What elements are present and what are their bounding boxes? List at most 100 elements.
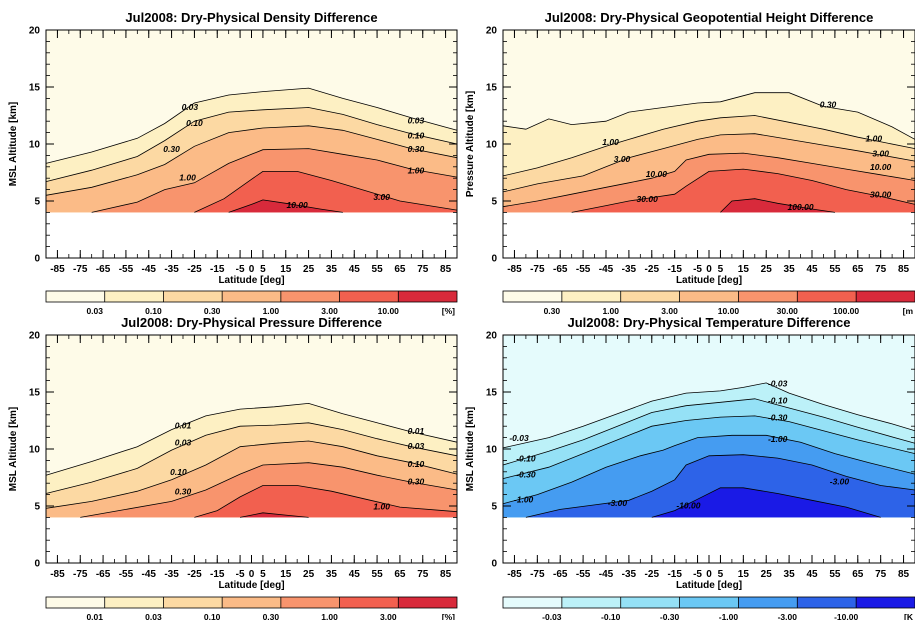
y-tick-label: 15 xyxy=(486,388,498,399)
colorbar-swatch xyxy=(222,291,281,302)
contour-label: -0.03 xyxy=(509,433,529,443)
contour-line-6 xyxy=(228,199,343,213)
colorbar-label: -1.00 xyxy=(719,612,739,620)
x-tick-label: 5 xyxy=(718,264,724,275)
x-tick-label: -35 xyxy=(622,569,637,580)
y-axis-label: MSL Altitude [km] xyxy=(8,407,19,491)
colorbar-label: 1.00 xyxy=(321,612,338,620)
contour-label: 1.00 xyxy=(373,501,390,511)
colorbar-swatch xyxy=(679,597,739,608)
x-tick-label: -15 xyxy=(210,264,225,275)
contour-band-6 xyxy=(228,199,343,213)
contour-line-5 xyxy=(525,454,915,518)
colorbar-swatch xyxy=(503,291,562,302)
contour-line-6 xyxy=(651,487,881,518)
y-tick-label: 15 xyxy=(486,83,498,94)
colorbar-label: 3.00 xyxy=(661,306,678,316)
x-tick-label: 15 xyxy=(738,569,750,580)
contour-label: -10.00 xyxy=(676,500,700,510)
contour-line-6 xyxy=(720,198,835,213)
chart-title: Jul2008: Dry-Physical Geopotential Heigh… xyxy=(545,10,874,25)
contour-line-2 xyxy=(45,422,458,494)
colorbar-label: -3.00 xyxy=(778,612,798,620)
colorbar-swatch xyxy=(280,597,340,608)
colorbar-swatch xyxy=(503,597,562,608)
colorbar-label: -0.30 xyxy=(660,612,680,620)
x-tick-label: -55 xyxy=(576,264,591,275)
x-tick-label: -65 xyxy=(96,264,111,275)
colorbar-swatch xyxy=(398,291,457,302)
colorbar-label: 30.00 xyxy=(777,306,799,316)
colorbar-swatch xyxy=(46,597,105,608)
colorbar-label: 10.00 xyxy=(718,306,740,316)
x-tick-label: 45 xyxy=(806,569,818,580)
x-tick-label: 35 xyxy=(326,264,338,275)
contour-label: 0.10 xyxy=(408,130,425,140)
contour-label: -0.10 xyxy=(768,395,788,405)
contour-label: 10.00 xyxy=(870,162,892,172)
contour-line-5 xyxy=(194,170,458,213)
x-tick-label: 85 xyxy=(440,264,452,275)
colorbar-label: 0.01 xyxy=(86,612,103,620)
contour-line-4 xyxy=(91,148,458,213)
x-tick-label: 85 xyxy=(898,569,910,580)
x-tick-label: -85 xyxy=(507,569,522,580)
contour-label: -0.30 xyxy=(768,413,788,423)
contour-line-6 xyxy=(240,512,309,518)
contour-label: 0.30 xyxy=(408,144,425,154)
x-tick-label: -25 xyxy=(645,264,660,275)
contour-label: 1.00 xyxy=(408,166,425,176)
contour-label: 3.00 xyxy=(373,192,390,202)
y-tick-label: 10 xyxy=(486,445,498,456)
x-tick-label: 55 xyxy=(829,264,841,275)
contour-label: 0.03 xyxy=(408,115,425,125)
y-tick-label: 5 xyxy=(491,197,497,208)
y-tick-label: 15 xyxy=(29,83,41,94)
x-tick-label: 25 xyxy=(761,569,773,580)
y-tick-label: 5 xyxy=(34,197,40,208)
colorbar-label: 0.03 xyxy=(86,306,103,316)
contour-band-6 xyxy=(720,198,835,213)
x-tick-label: 15 xyxy=(280,569,292,580)
contour-label: 0.01 xyxy=(175,420,192,430)
x-tick-label: -15 xyxy=(210,569,225,580)
y-tick-label: 20 xyxy=(486,26,498,37)
colorbar-label: 1.00 xyxy=(263,306,280,316)
contour-line-3 xyxy=(502,415,915,479)
contour-label: 0.30 xyxy=(175,487,192,497)
x-tick-label: -65 xyxy=(553,264,568,275)
x-tick-label: 65 xyxy=(852,264,864,275)
colorbar-label: 100.00 xyxy=(833,306,859,316)
colorbar-swatch xyxy=(163,291,223,302)
contour-label: 0.10 xyxy=(408,459,425,469)
x-tick-label: 65 xyxy=(394,264,406,275)
x-tick-label: -85 xyxy=(50,264,65,275)
x-tick-label: 65 xyxy=(852,569,864,580)
colorbar-swatch xyxy=(856,291,915,302)
x-tick-label: 45 xyxy=(349,569,361,580)
x-tick-label: 5 xyxy=(260,569,266,580)
contour-label: 0.01 xyxy=(408,426,425,436)
x-tick-label: 35 xyxy=(326,569,338,580)
colorbar-swatch xyxy=(620,291,680,302)
x-tick-label: -75 xyxy=(73,569,88,580)
chart-title: Jul2008: Dry-Physical Temperature Differ… xyxy=(568,315,851,330)
x-tick-label: -45 xyxy=(599,264,614,275)
contour-line-4 xyxy=(502,152,915,208)
y-axis-label: MSL Altitude [km] xyxy=(465,407,476,491)
colorbar-frame xyxy=(45,290,458,303)
x-tick-label: 65 xyxy=(394,569,406,580)
x-tick-label: 25 xyxy=(303,569,315,580)
y-tick-label: 0 xyxy=(491,559,497,570)
x-tick-label: 45 xyxy=(806,264,818,275)
x-axis-label: Latitude [deg] xyxy=(218,275,284,286)
chart-panel-2: 0.30 1.00 1.00 3.00 3.00 10.00 10.00 30.00 30.00… xyxy=(465,10,915,316)
colorbar-swatch xyxy=(280,291,340,302)
x-tick-label: -35 xyxy=(164,264,179,275)
x-tick-label: -65 xyxy=(96,569,111,580)
colorbar-label: 0.30 xyxy=(263,612,280,620)
colorbar-label: -0.03 xyxy=(542,612,562,620)
contour-line-1 xyxy=(45,402,458,476)
y-axis-label: MSL Altitude [km] xyxy=(8,102,19,186)
